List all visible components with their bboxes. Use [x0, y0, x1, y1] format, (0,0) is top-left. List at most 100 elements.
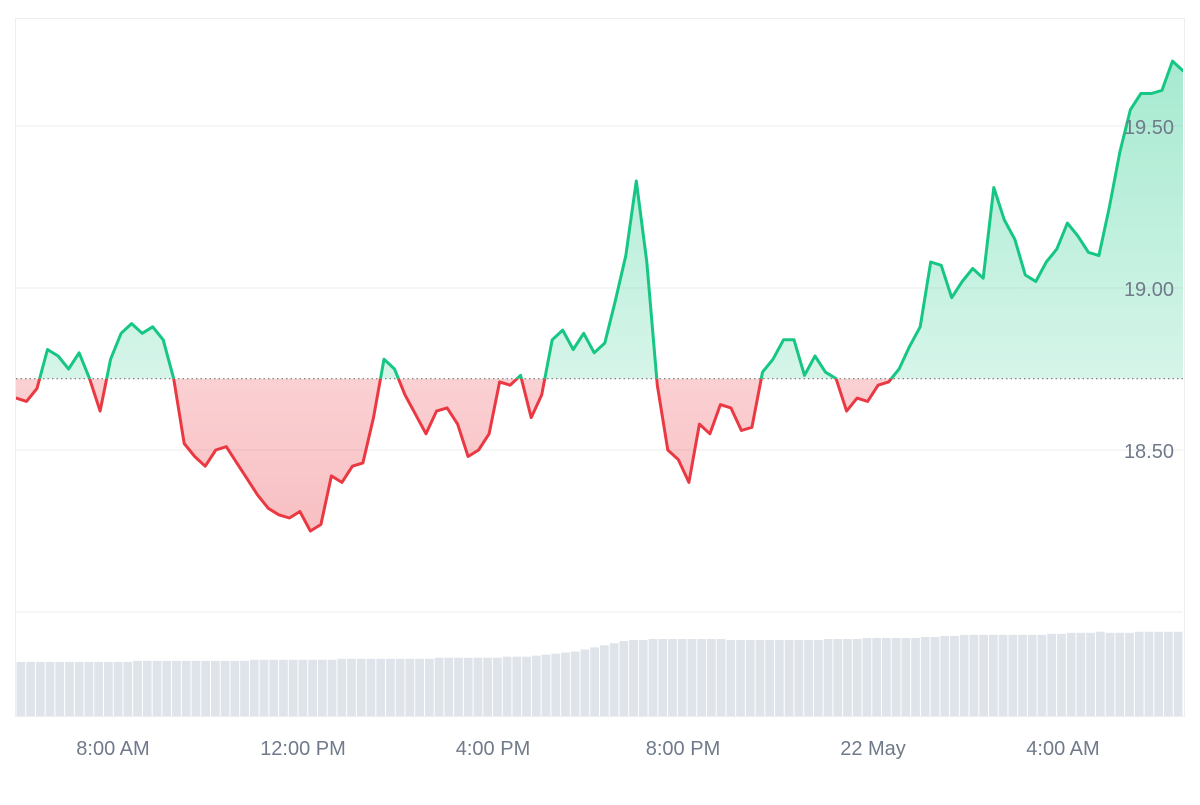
volume-bar	[911, 638, 920, 716]
volume-bar	[230, 660, 240, 716]
volume-bar	[249, 659, 259, 716]
volume-bar	[405, 658, 415, 716]
volume-bar	[726, 640, 736, 716]
volume-bar	[395, 658, 405, 716]
y-tick-label: 19.00	[1124, 279, 1174, 301]
volume-bar	[279, 659, 288, 716]
volume-bar	[454, 657, 463, 716]
volume-bar	[463, 657, 473, 716]
volume-bar	[638, 640, 648, 716]
volume-bar	[1164, 631, 1173, 716]
volume-bar	[512, 656, 522, 716]
y-tick-label: 19.50	[1124, 117, 1174, 139]
volume-bar	[172, 660, 181, 716]
volume-bar	[531, 655, 541, 716]
y-tick-label: 18.50	[1124, 441, 1174, 463]
volume-bar	[600, 645, 609, 716]
volume-bar	[424, 658, 434, 716]
volume-bar	[609, 643, 619, 716]
volume-bar	[1105, 632, 1115, 716]
x-axis-labels: 8:00 AM 12:00 PM 4:00 PM 8:00 PM 22 May 4:00 …	[76, 738, 1099, 760]
volume-bar	[794, 640, 804, 716]
volume-bar	[65, 661, 74, 716]
volume-bar	[706, 639, 716, 716]
x-tick-label: 8:00 AM	[76, 738, 149, 760]
volume-bar	[1125, 632, 1134, 716]
volume-bar	[35, 661, 45, 716]
volume-bar	[26, 661, 35, 716]
volume-bar	[1066, 632, 1076, 716]
volume-bar	[989, 634, 998, 716]
volume-bar	[356, 658, 366, 716]
volume-bar	[833, 639, 843, 716]
volume-bar	[1144, 631, 1154, 716]
area-above-baseline	[39, 61, 1183, 379]
volume-bar	[901, 638, 911, 716]
volume-bar	[94, 661, 104, 716]
volume-bar	[551, 653, 561, 716]
price-line-down	[16, 378, 894, 533]
volume-bar	[852, 639, 862, 716]
volume-bar	[930, 636, 940, 716]
volume-bar	[950, 635, 959, 716]
volume-bar	[1018, 634, 1027, 716]
volume-bar	[240, 660, 249, 716]
volume-bar	[181, 660, 191, 716]
volume-bar	[493, 657, 502, 716]
price-line-up	[38, 59, 1183, 379]
x-tick-label: 22 May	[840, 738, 906, 760]
volume-bar	[347, 658, 356, 716]
volume-bar	[104, 661, 113, 716]
price-line	[16, 59, 1183, 533]
volume-bar	[765, 640, 775, 716]
volume-bar	[998, 634, 1008, 716]
volume-bar	[1027, 634, 1037, 716]
volume-bar	[580, 649, 590, 716]
volume-bar	[84, 661, 94, 716]
volume-bar	[541, 654, 551, 716]
volume-bar	[1057, 633, 1066, 716]
volume-bars	[16, 631, 1183, 716]
volume-bar	[1115, 632, 1125, 716]
volume-bar	[113, 661, 123, 716]
volume-bar	[687, 639, 697, 716]
volume-bar	[269, 659, 279, 716]
volume-bar	[123, 661, 133, 716]
volume-bar	[327, 659, 337, 716]
volume-bar	[755, 640, 765, 716]
volume-bar	[813, 640, 823, 716]
volume-bar	[940, 635, 950, 716]
volume-bar	[55, 661, 65, 716]
area-below-baseline	[16, 378, 1183, 531]
volume-bar	[133, 660, 142, 716]
x-tick-label: 8:00 PM	[646, 738, 720, 760]
price-areas	[16, 61, 1183, 531]
volume-bar	[366, 658, 376, 716]
volume-bar	[1173, 631, 1183, 716]
volume-bar	[882, 638, 891, 716]
volume-bar	[211, 660, 220, 716]
volume-bar	[74, 661, 84, 716]
x-tick-label: 4:00 PM	[456, 738, 530, 760]
volume-bar	[259, 659, 269, 716]
volume-bar	[522, 656, 531, 716]
volume-bar	[872, 638, 882, 716]
volume-bar	[823, 639, 833, 716]
volume-bar	[891, 638, 901, 716]
volume-bar	[1047, 633, 1057, 716]
volume-bar	[1076, 632, 1086, 716]
volume-bar	[843, 639, 852, 716]
volume-bar	[288, 659, 298, 716]
volume-bar	[570, 651, 580, 716]
volume-bar	[152, 660, 162, 716]
x-tick-label: 4:00 AM	[1026, 738, 1099, 760]
volume-bar	[308, 659, 317, 716]
x-tick-label: 12:00 PM	[260, 738, 346, 760]
volume-bar	[142, 660, 152, 716]
volume-bar	[376, 658, 386, 716]
volume-bar	[969, 634, 979, 716]
volume-bar	[386, 658, 395, 716]
volume-bar	[920, 636, 930, 716]
